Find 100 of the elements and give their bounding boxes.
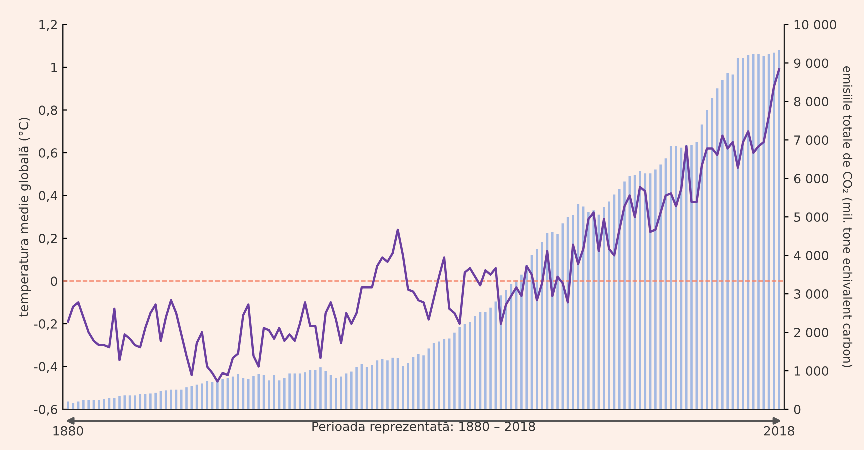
bar [541,242,544,410]
bar [572,215,574,410]
bar [113,398,116,410]
bar [190,386,194,410]
bar [222,379,224,410]
bar [324,371,328,410]
bar [284,378,286,410]
bar [67,402,70,410]
y2-tick-label: 0 [794,404,801,414]
bar [237,374,240,410]
bar [72,403,75,410]
bar [536,249,538,410]
y2-tick-label: 9 000 [794,58,828,68]
bar [206,381,209,410]
x-tick-label: 2018 [764,426,794,436]
bar [602,208,606,410]
bar [386,360,389,410]
bar [592,210,596,410]
bar [432,342,436,410]
bar [490,308,492,410]
bar [201,384,204,410]
bar [340,376,342,410]
bar [402,366,404,410]
bar [232,376,234,410]
bar [551,232,554,410]
bar [139,394,142,410]
bar [639,170,642,410]
y2-tick-label: 6 000 [794,174,828,184]
bar [407,363,410,410]
y-tick-label: 0,6 [39,148,58,160]
bar [443,339,446,410]
bar [88,400,90,410]
y2-axis-title: emisiile totale de CO₂ (mil. tone echivalent carbon) [842,66,853,368]
bar [758,54,760,410]
bar [304,372,306,410]
bar [773,52,776,410]
bar [722,80,724,410]
y-tick-label: -0,6 [34,404,58,416]
bar [624,182,626,410]
y-tick-label: 1 [52,63,58,72]
bar [685,145,688,410]
y-axis-title: temperatura medie globală (°C) [18,118,32,317]
bar [618,189,621,410]
bar [608,202,610,410]
bar [82,400,85,410]
bar [644,174,647,410]
bar [118,396,121,410]
bar [417,354,420,410]
bar [510,284,513,410]
bar [654,170,657,410]
bar [726,73,729,410]
bar [458,328,462,410]
bar [778,50,781,410]
x-axis-title: Perioada reprezentată: 1880 – 2018 [312,422,536,434]
bar [170,390,172,410]
bar [164,390,168,410]
y2-tick-label: 4 000 [794,251,828,261]
bar [186,388,188,410]
bar [350,372,353,410]
y2-tick-label: 5 000 [794,212,828,222]
bar [154,392,157,410]
bar [438,342,440,410]
bar [335,378,338,410]
bar [454,332,456,410]
bar [366,367,368,410]
bar [288,374,291,410]
y2-tick-label: 2 000 [794,328,828,338]
y2-tick-label: 8 000 [794,97,828,107]
y-tick-label: 1,2 [40,20,57,31]
bar [675,146,678,410]
bar [484,312,487,410]
y2-tick-label: 7 000 [794,136,828,146]
bar [505,290,508,410]
bar [474,316,476,410]
bar [356,367,358,410]
y2-tick-label: 3 000 [794,290,828,299]
bar [588,212,590,410]
bar [520,274,523,410]
line-series [67,68,780,383]
y2-tick-label: 10 000 [794,20,836,30]
bar [422,356,425,410]
bar [526,266,528,410]
bar [98,400,100,410]
bar [273,375,276,410]
bar [320,368,322,410]
bar [696,142,698,410]
bar [556,234,559,410]
bar [371,365,374,410]
bar [150,394,152,410]
y-tick-label: 0,4 [39,191,58,202]
bar [392,358,394,410]
y-tick-label: 0,8 [39,106,58,116]
bar [103,399,106,410]
bar [762,56,766,410]
y2-tick-label: 1 000 [794,366,828,376]
bar [711,98,714,410]
bar [180,390,183,410]
bar [298,374,302,410]
y-tick-label: -0,2 [34,319,57,330]
bar [736,58,740,410]
